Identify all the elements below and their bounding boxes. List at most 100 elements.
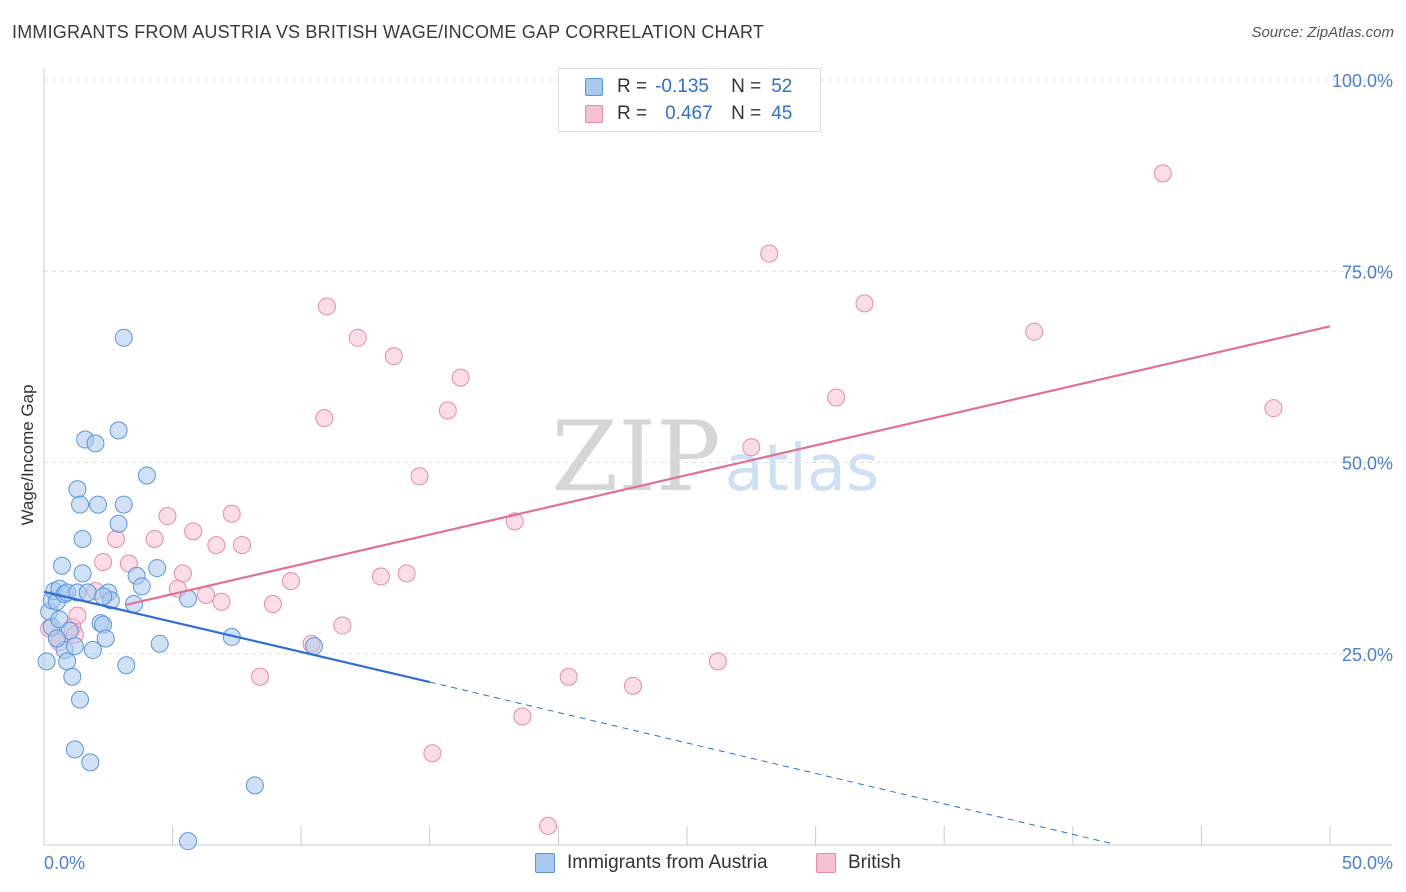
austria-r-label: R = bbox=[617, 76, 648, 97]
austria-n-label: N = bbox=[731, 76, 762, 97]
tick-labels: 25.0% 50.0% 75.0% 100.0% 0.0% 50.0% bbox=[44, 71, 1393, 873]
austria-point bbox=[71, 495, 90, 514]
austria-trend-line bbox=[43, 590, 431, 684]
y-tick-label: 50.0% bbox=[1342, 454, 1393, 474]
british-point bbox=[222, 504, 241, 523]
british-point bbox=[559, 667, 578, 686]
axes bbox=[43, 68, 1392, 846]
source-label: Source: ZipAtlas.com bbox=[1251, 24, 1394, 41]
austria-legend-label: Immigrants from Austria bbox=[567, 852, 768, 873]
british-point bbox=[94, 552, 113, 571]
british-point bbox=[145, 530, 164, 548]
british-point bbox=[397, 564, 416, 583]
british-point bbox=[207, 536, 226, 555]
british-point bbox=[197, 585, 216, 604]
british-point bbox=[384, 347, 403, 366]
austria-point bbox=[114, 328, 133, 347]
austria-point bbox=[150, 634, 169, 653]
british-n-label: N = bbox=[731, 103, 762, 124]
y-axis-label: Wage/Income Gap bbox=[18, 384, 37, 526]
austria-legend-swatch bbox=[535, 853, 555, 873]
british-point bbox=[233, 536, 252, 555]
austria-point bbox=[89, 495, 108, 514]
british-point bbox=[333, 616, 352, 635]
bottom-legend-austria[interactable]: Immigrants from Austria bbox=[535, 852, 768, 874]
british-point bbox=[539, 816, 558, 835]
austria-point bbox=[96, 629, 115, 648]
austria-point bbox=[71, 690, 90, 709]
british-r-value: 0.467 bbox=[665, 103, 713, 124]
austria-point bbox=[78, 583, 97, 602]
y-tick-label: 75.0% bbox=[1342, 262, 1393, 282]
british-n-value: 45 bbox=[771, 103, 793, 124]
y-tick-label: 100.0% bbox=[1332, 71, 1393, 91]
grid-lines bbox=[44, 79, 1392, 655]
austria-point bbox=[58, 652, 77, 671]
series-austria bbox=[37, 328, 324, 851]
austria-point bbox=[73, 530, 92, 548]
british-point bbox=[505, 512, 524, 531]
british-swatch bbox=[585, 105, 603, 123]
british-point bbox=[263, 595, 282, 614]
austria-swatch bbox=[585, 78, 603, 96]
austria-point bbox=[117, 656, 136, 675]
british-point bbox=[1264, 399, 1283, 418]
watermark-zip: ZIP bbox=[551, 401, 720, 513]
british-point bbox=[317, 297, 336, 316]
british-point bbox=[315, 409, 334, 428]
british-point bbox=[281, 572, 300, 591]
british-legend-label: British bbox=[848, 852, 901, 873]
british-point bbox=[251, 667, 270, 686]
austria-point bbox=[63, 667, 82, 686]
austria-point bbox=[305, 637, 324, 656]
bottom-legend-british[interactable]: British bbox=[816, 852, 901, 874]
watermark: ZIP atlas bbox=[551, 401, 879, 513]
trend-lines bbox=[43, 325, 1331, 844]
austria-point bbox=[73, 564, 92, 583]
british-point bbox=[1025, 322, 1044, 341]
british-point bbox=[708, 652, 727, 671]
austria-point bbox=[68, 480, 87, 499]
british-point bbox=[451, 368, 470, 387]
x-tick-label: 50.0% bbox=[1342, 853, 1393, 873]
austria-point bbox=[132, 577, 151, 596]
austria-point bbox=[94, 587, 113, 606]
british-point bbox=[513, 707, 532, 726]
british-point bbox=[623, 676, 642, 695]
austria-point bbox=[109, 514, 128, 533]
british-point bbox=[855, 294, 874, 313]
british-point bbox=[423, 744, 442, 763]
british-point bbox=[1153, 164, 1172, 183]
austria-point bbox=[86, 434, 105, 453]
austria-point bbox=[65, 637, 84, 656]
british-point bbox=[760, 244, 779, 263]
british-point bbox=[184, 522, 203, 541]
british-point bbox=[410, 467, 429, 486]
austria-point bbox=[65, 740, 84, 759]
austria-point bbox=[81, 753, 100, 772]
british-point bbox=[827, 388, 846, 407]
austria-point bbox=[53, 556, 72, 575]
austria-point bbox=[37, 652, 56, 671]
british-legend-swatch bbox=[816, 853, 836, 873]
british-point bbox=[742, 438, 761, 457]
legend-row-austria: R = -0.135 N = 52 bbox=[585, 75, 792, 99]
british-trend-line bbox=[126, 325, 1331, 606]
austria-point bbox=[137, 466, 156, 485]
british-point bbox=[371, 567, 390, 586]
austria-trend-extension bbox=[429, 681, 1112, 844]
austria-r-value: -0.135 bbox=[655, 76, 709, 97]
british-point bbox=[68, 606, 87, 625]
austria-point bbox=[245, 776, 264, 795]
british-point bbox=[107, 530, 126, 548]
british-point bbox=[158, 507, 177, 526]
british-point bbox=[348, 328, 367, 347]
austria-point bbox=[179, 832, 198, 851]
legend-row-british: R = 0.467 N = 45 bbox=[585, 102, 792, 126]
british-point bbox=[438, 401, 457, 420]
austria-point bbox=[83, 640, 102, 659]
austria-point bbox=[109, 421, 128, 440]
british-point bbox=[173, 564, 192, 583]
stats-legend: R = -0.135 N = 52 R = 0.467 N = 45 bbox=[558, 68, 821, 132]
